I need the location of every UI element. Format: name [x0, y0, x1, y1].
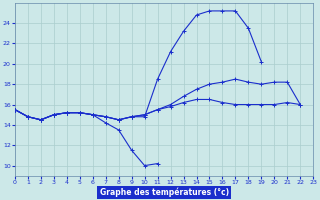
X-axis label: Graphe des températures (°c): Graphe des températures (°c)	[100, 188, 229, 197]
